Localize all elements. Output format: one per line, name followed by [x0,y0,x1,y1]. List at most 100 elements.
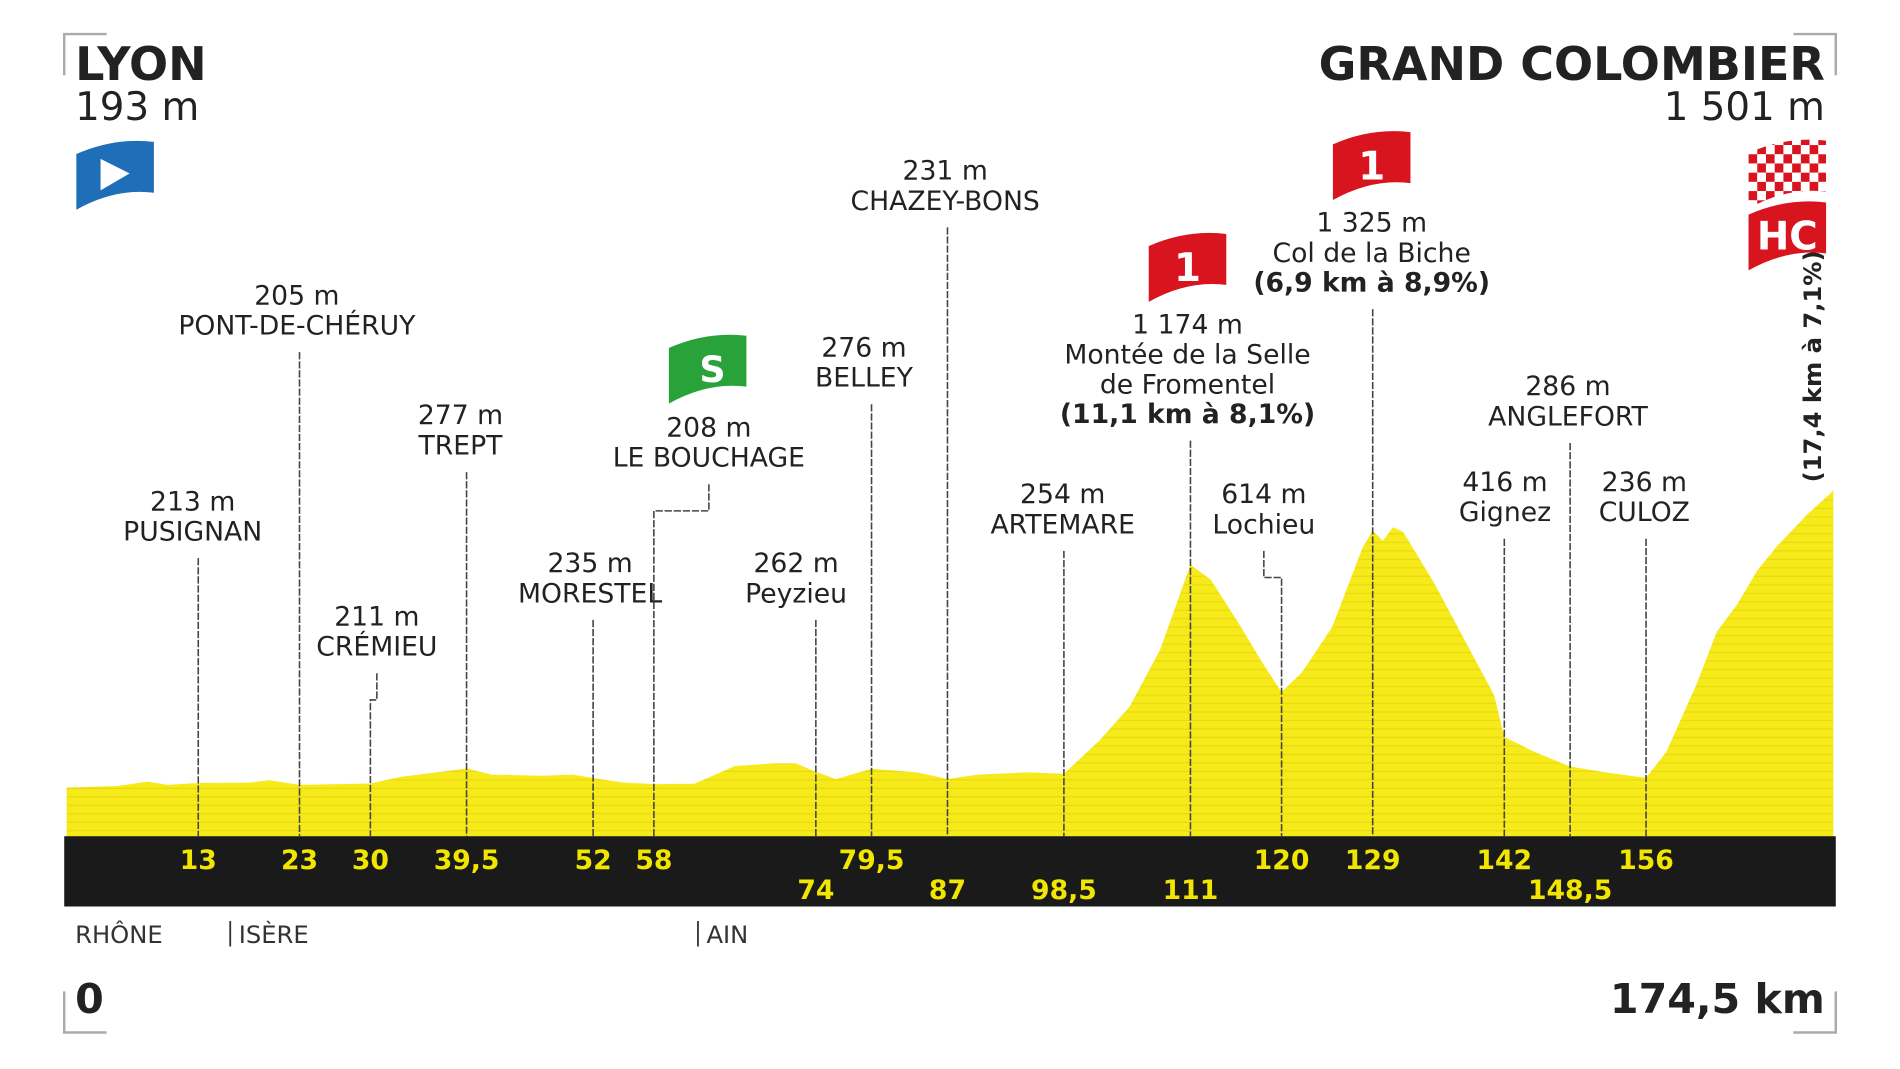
waypoint-name: Peyzieu [745,578,847,609]
checker-square [1792,139,1801,146]
checker-square [1765,191,1775,201]
checker-square [1818,163,1827,173]
waypoint-name: Gignez [1459,497,1551,528]
waypoint-altitude: 1 174 m [1132,309,1243,340]
checker-square [1809,191,1819,201]
checker-square [1757,172,1766,182]
km-marker: 13 [180,845,217,876]
waypoint-altitude: 416 m [1462,467,1547,498]
waypoint-name: PUSIGNAN [123,517,262,548]
waypoint-altitude: 276 m [821,332,906,363]
waypoint-altitude: 211 m [334,601,419,632]
badge-label: 1 [1174,246,1201,291]
checker-square [1800,172,1810,182]
waypoint-name: Col de la Biche [1273,238,1471,269]
waypoint-altitude: 286 m [1525,371,1610,402]
start-altitude: 193 m [75,85,199,130]
checker-square [1809,154,1819,164]
checker-square [1792,154,1801,164]
checker-square [1792,181,1801,192]
finish-altitude: 1 501 m [1664,85,1825,130]
waypoint-name: PONT-DE-CHÉRUY [178,310,416,342]
waypoint-name: LE BOUCHAGE [613,443,805,474]
waypoint-altitude: 231 m [903,155,988,186]
km-marker: 74 [797,875,834,906]
checker-square [1774,163,1784,173]
frame [63,32,1837,1034]
start-flag [76,140,154,210]
waypoint-altitude: 1 325 m [1316,208,1427,239]
badge-label: HC [1757,215,1818,260]
checker-square [1783,154,1793,164]
waypoint-altitude: 262 m [753,548,838,579]
waypoint-name: ANGLEFORT [1488,401,1648,432]
checker-square [1809,181,1819,192]
checker-square [1809,163,1819,173]
badge-label: 1 [1358,144,1385,189]
checker-square [1809,145,1819,155]
waypoint-altitude: 236 m [1602,467,1687,498]
badge-shape [668,334,747,404]
waypoint-altitude: 254 m [1020,479,1105,510]
km-marker: 156 [1618,845,1674,876]
checker-square [1800,181,1810,192]
checker-square [1748,200,1758,209]
checker-square [1757,154,1766,164]
checker-square [1783,163,1793,173]
checker-square [1800,139,1810,146]
checker-square [1765,139,1775,146]
waypoint-altitude: 208 m [666,412,751,443]
checker-square [1774,154,1784,164]
waypoint-line [369,673,378,837]
km-marker: 79,5 [839,845,905,876]
km-marker: 111 [1163,875,1219,906]
checker-square [1774,145,1784,155]
checker-square [1792,163,1801,173]
checker-square [1757,145,1766,155]
waypoint-name: MORESTEL [518,578,662,609]
checker-square [1783,145,1793,155]
waypoint-name: CULOZ [1599,497,1690,528]
checker-square [1757,191,1766,201]
checker-square [1748,181,1758,192]
km-band [64,836,1836,907]
waypoint-name: CHAZEY-BONS [850,186,1039,217]
checker-square [1783,139,1793,146]
climb-detail: (6,9 km à 8,9%) [1253,268,1490,299]
km-marker: 52 [575,845,612,876]
region: RHÔNE [75,919,163,949]
km-marker: 142 [1476,845,1532,876]
waypoint-name: ARTEMARE [990,509,1134,540]
waypoint-altitude: 235 m [547,548,632,579]
finish-flag [1748,139,1827,209]
checker-square [1800,154,1810,164]
checker-square [1757,139,1766,146]
waypoint-line [653,484,710,837]
region: ISÈRE [239,920,309,949]
km-marker: 98,5 [1031,875,1097,906]
climb-badge: HC [1748,201,1827,271]
waypoint-line [1263,550,1283,837]
km-marker: 23 [281,845,318,876]
checker-square [1800,163,1810,173]
checker-square [1757,163,1766,173]
checker-square [1757,200,1766,209]
checker-square [1748,145,1758,155]
checker-square [1757,181,1766,192]
km-marker: 58 [635,845,672,876]
checker-square [1748,154,1758,164]
checker-square [1748,191,1758,201]
checker-square [1800,191,1810,201]
checker-square [1783,172,1793,182]
badge-label: S [699,348,725,391]
waypoint-name: Montée de la Selle [1064,340,1310,371]
checker-square [1748,172,1758,182]
waypoint-name: BELLEY [815,363,914,394]
start-name: LYON [75,37,207,91]
region: AIN [706,921,748,949]
checker-square [1800,145,1810,155]
finish-km: 174,5 km [1610,975,1825,1023]
badge-shape [1332,131,1411,201]
km-marker: 129 [1345,845,1401,876]
